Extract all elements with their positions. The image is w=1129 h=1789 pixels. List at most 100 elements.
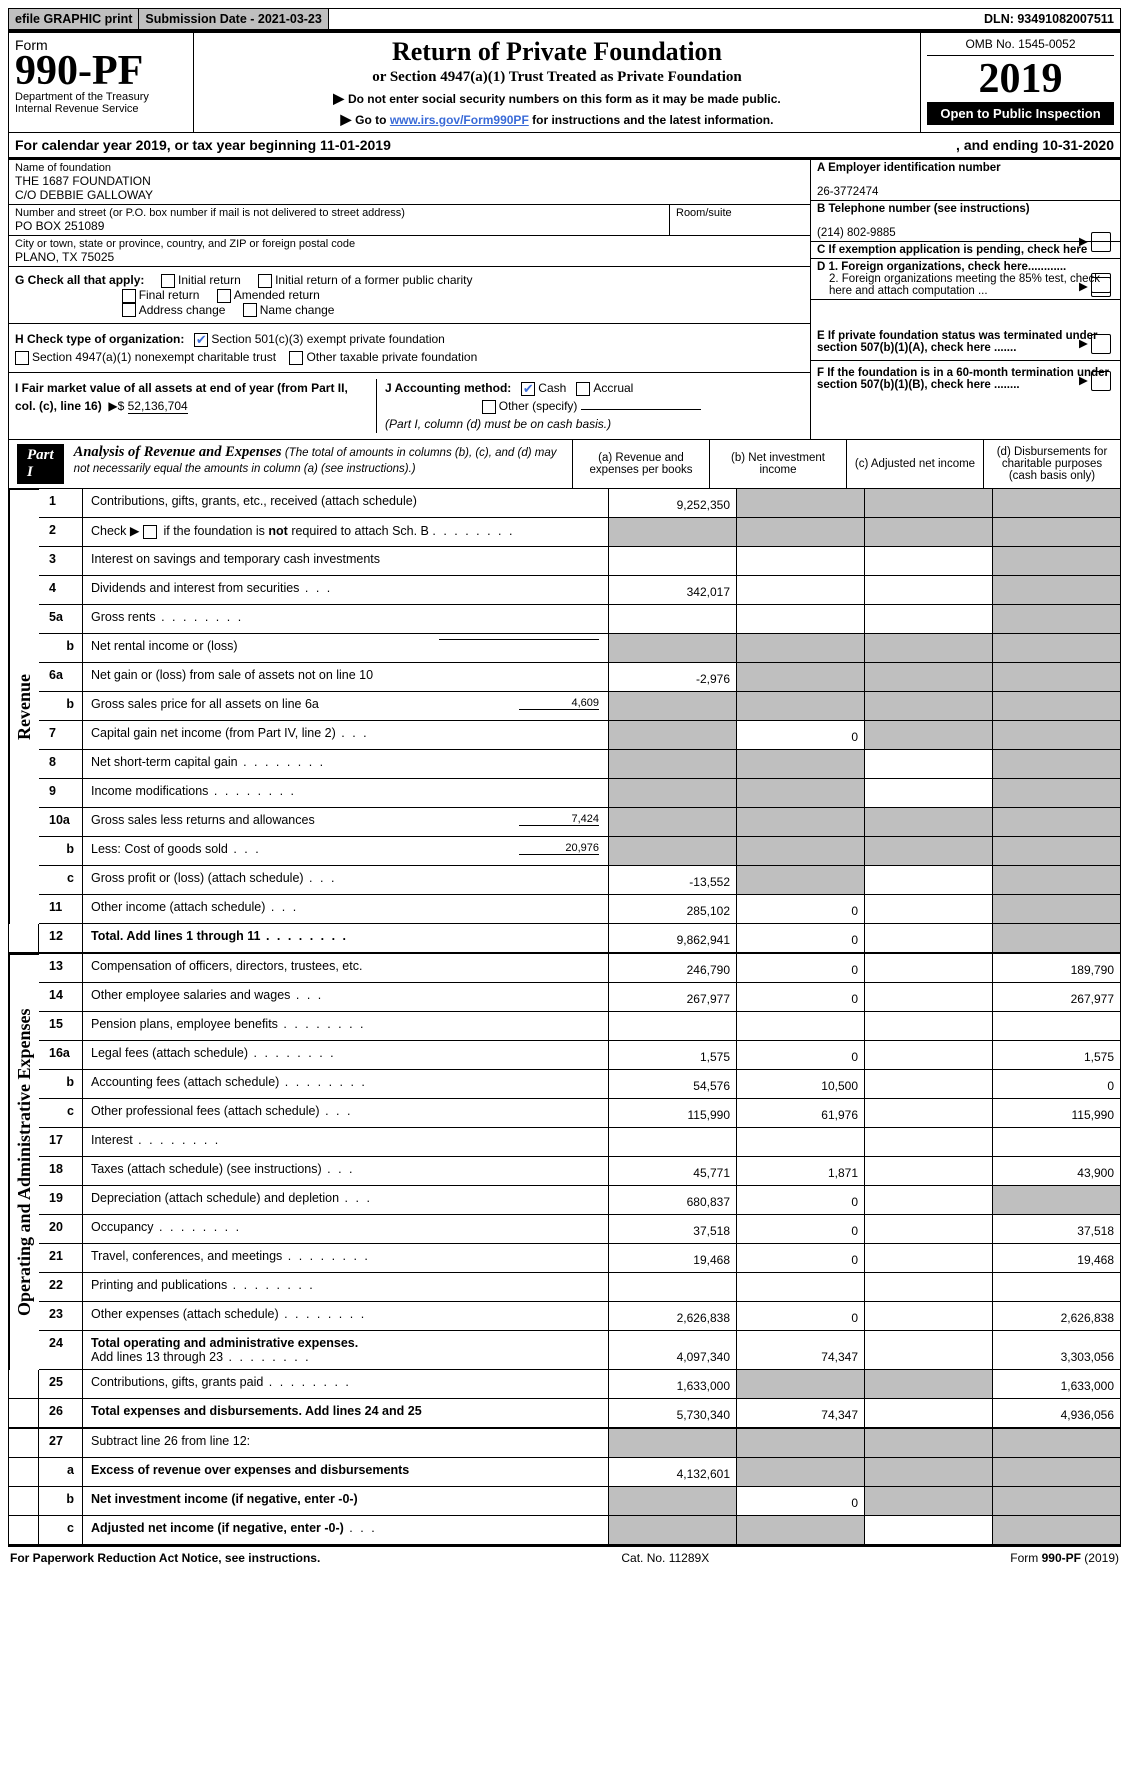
j-cash-check[interactable] bbox=[521, 382, 535, 396]
row-27a-b bbox=[736, 1458, 864, 1487]
ln-16c: c bbox=[39, 1099, 83, 1128]
h-501c3-check[interactable] bbox=[194, 333, 208, 347]
j-other-check[interactable] bbox=[482, 400, 496, 414]
col-c-header: (c) Adjusted net income bbox=[846, 440, 983, 488]
e-check[interactable] bbox=[1091, 334, 1111, 354]
city-label: City or town, state or province, country… bbox=[15, 238, 804, 250]
row-4-b bbox=[736, 576, 864, 605]
row-6b-d bbox=[992, 692, 1120, 721]
row-27a-c bbox=[864, 1458, 992, 1487]
h-other-check[interactable] bbox=[289, 351, 303, 365]
row-19-b: 0 bbox=[736, 1186, 864, 1215]
row-8-d bbox=[992, 750, 1120, 779]
row-19-desc: Depreciation (attach schedule) and deple… bbox=[83, 1186, 608, 1215]
row-23-c bbox=[864, 1302, 992, 1331]
row-16c-text: Other professional fees (attach schedule… bbox=[91, 1104, 320, 1118]
row-21-text: Travel, conferences, and meetings bbox=[91, 1249, 282, 1263]
form-link[interactable]: www.irs.gov/Form990PF bbox=[390, 113, 529, 127]
row-16c-a: 115,990 bbox=[608, 1099, 736, 1128]
row-17-desc: Interest bbox=[83, 1128, 608, 1157]
row-6b-amt: 4,609 bbox=[519, 697, 599, 710]
irs: Internal Revenue Service bbox=[15, 103, 187, 116]
row-27b-c bbox=[864, 1487, 992, 1516]
row-5b-a bbox=[608, 634, 736, 663]
cal-year-begin: For calendar year 2019, or tax year begi… bbox=[15, 137, 956, 153]
g-label: G Check all that apply: bbox=[15, 273, 144, 287]
row-11-c bbox=[864, 895, 992, 924]
row-5b-c bbox=[864, 634, 992, 663]
lower-info: H Check type of organization: Section 50… bbox=[8, 324, 1121, 440]
row-17-d bbox=[992, 1128, 1120, 1157]
row-2-check[interactable] bbox=[143, 525, 157, 539]
row-11-desc: Other income (attach schedule) bbox=[83, 895, 608, 924]
row-1-a: 9,252,350 bbox=[608, 489, 736, 518]
j-accrual-check[interactable] bbox=[576, 382, 590, 396]
foundation-name-2: C/O DEBBIE GALLOWAY bbox=[15, 188, 153, 202]
row-2-desc: Check ▶ if the foundation is not require… bbox=[83, 518, 608, 547]
row-16c-d: 115,990 bbox=[992, 1099, 1120, 1128]
a-ein-value: 26-3772474 bbox=[817, 186, 878, 198]
row-23-b: 0 bbox=[736, 1302, 864, 1331]
row-27c-d bbox=[992, 1516, 1120, 1545]
submission-date: Submission Date - 2021-03-23 bbox=[139, 9, 328, 29]
row-13-b: 0 bbox=[736, 954, 864, 983]
row-23-text: Other expenses (attach schedule) bbox=[91, 1307, 279, 1321]
row-22-d bbox=[992, 1273, 1120, 1302]
row-10a-a bbox=[608, 808, 736, 837]
row-12-a: 9,862,941 bbox=[608, 924, 736, 954]
row-27b-b: 0 bbox=[736, 1487, 864, 1516]
row-27-b bbox=[736, 1429, 864, 1458]
e-label: E If private foundation status was termi… bbox=[817, 330, 1098, 354]
row-27a-desc: Excess of revenue over expenses and disb… bbox=[83, 1458, 608, 1487]
j-accrual: Accrual bbox=[593, 381, 633, 395]
footer-right: Form 990-PF (2019) bbox=[1010, 1551, 1119, 1565]
row-27-d bbox=[992, 1429, 1120, 1458]
efile-print[interactable]: efile GRAPHIC print bbox=[9, 9, 139, 29]
dln: DLN: 93491082007511 bbox=[329, 9, 1120, 29]
h-opt-3: Other taxable private foundation bbox=[306, 350, 477, 364]
row-6b-desc: Gross sales price for all assets on line… bbox=[83, 692, 608, 721]
d2-check[interactable] bbox=[1091, 277, 1111, 297]
f-check[interactable] bbox=[1091, 371, 1111, 391]
row-16a-b: 0 bbox=[736, 1041, 864, 1070]
footer-mid: Cat. No. 11289X bbox=[621, 1551, 709, 1565]
row-6b-b bbox=[736, 692, 864, 721]
row-27c-a bbox=[608, 1516, 736, 1545]
row-8-a bbox=[608, 750, 736, 779]
row-10b-d bbox=[992, 837, 1120, 866]
row-10a-amt: 7,424 bbox=[519, 813, 599, 826]
g-initial-return-check[interactable] bbox=[161, 274, 175, 288]
row-4-a: 342,017 bbox=[608, 576, 736, 605]
row-17-b bbox=[736, 1128, 864, 1157]
footer-left: For Paperwork Reduction Act Notice, see … bbox=[10, 1551, 320, 1565]
g-name-change-check[interactable] bbox=[243, 303, 257, 317]
ln-27: 27 bbox=[39, 1429, 83, 1458]
row-22-text: Printing and publications bbox=[91, 1278, 227, 1292]
row-27a-a: 4,132,601 bbox=[608, 1458, 736, 1487]
d2-label: 2. Foreign organizations meeting the 85%… bbox=[817, 273, 1114, 297]
row-16a-a: 1,575 bbox=[608, 1041, 736, 1070]
row-16a-desc: Legal fees (attach schedule) bbox=[83, 1041, 608, 1070]
row-27b-d bbox=[992, 1487, 1120, 1516]
g-amended-check[interactable] bbox=[217, 289, 231, 303]
ln-3: 3 bbox=[39, 547, 83, 576]
row-20-c bbox=[864, 1215, 992, 1244]
h-4947-check[interactable] bbox=[15, 351, 29, 365]
g-initial-former-check[interactable] bbox=[258, 274, 272, 288]
row-16a-c bbox=[864, 1041, 992, 1070]
j-note: (Part I, column (d) must be on cash basi… bbox=[385, 417, 611, 431]
row-13-a: 246,790 bbox=[608, 954, 736, 983]
row-14-d: 267,977 bbox=[992, 983, 1120, 1012]
row-10c-b bbox=[736, 866, 864, 895]
row-10c-desc: Gross profit or (loss) (attach schedule) bbox=[83, 866, 608, 895]
g-address-change-check[interactable] bbox=[122, 303, 136, 317]
spacer-27b bbox=[9, 1487, 39, 1516]
g-final-return-check[interactable] bbox=[122, 289, 136, 303]
row-16a-d: 1,575 bbox=[992, 1041, 1120, 1070]
row-8-text: Net short-term capital gain bbox=[91, 755, 238, 769]
spacer-27 bbox=[9, 1429, 39, 1458]
row-16c-b: 61,976 bbox=[736, 1099, 864, 1128]
ln-9: 9 bbox=[39, 779, 83, 808]
row-6b-text: Gross sales price for all assets on line… bbox=[91, 697, 319, 711]
c-pending-check[interactable] bbox=[1091, 232, 1111, 252]
